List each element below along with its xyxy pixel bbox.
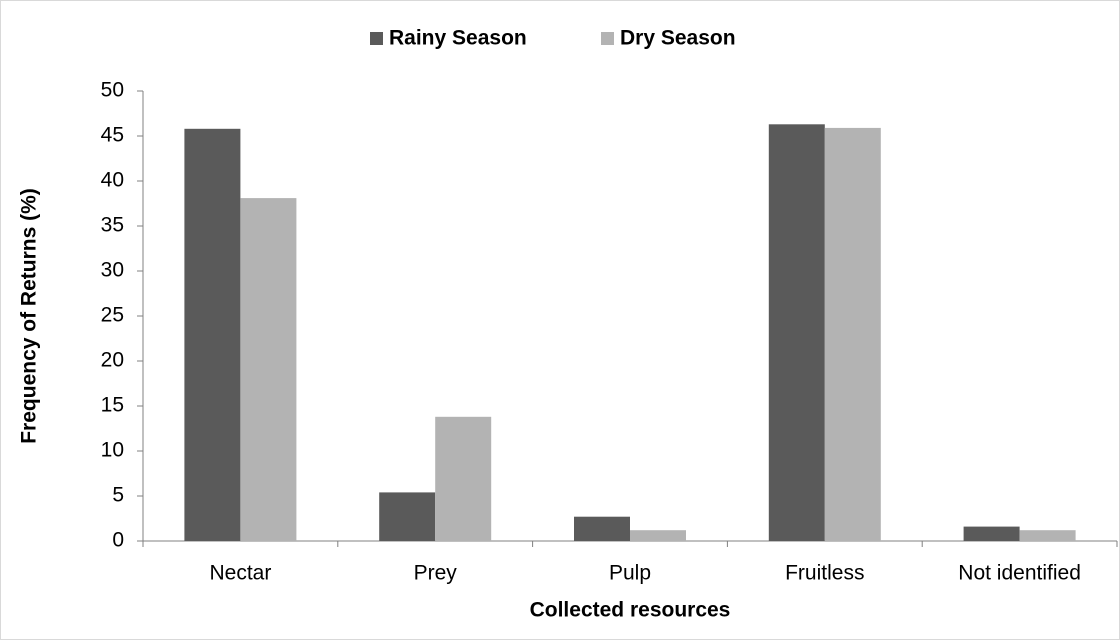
- legend-swatch: [370, 32, 383, 45]
- bar: [630, 530, 686, 541]
- bar: [768, 124, 825, 542]
- y-axis-label: Frequency of Returns (%): [18, 188, 41, 444]
- x-tick-label: Prey: [414, 562, 458, 585]
- y-tick-label: 5: [112, 484, 124, 507]
- bar: [184, 128, 241, 542]
- legend-label: Rainy Season: [389, 27, 527, 50]
- bar: [963, 526, 1020, 541]
- x-axis-label: Collected resources: [530, 599, 731, 622]
- legend-swatch: [601, 32, 614, 45]
- y-tick-label: 10: [101, 439, 124, 462]
- x-tick-label: Nectar: [209, 562, 271, 585]
- bar: [435, 416, 492, 541]
- y-tick-label: 15: [101, 394, 124, 417]
- x-tick-label: Not identified: [958, 562, 1081, 585]
- y-tick-label: 50: [101, 79, 124, 102]
- y-tick-label: 35: [101, 214, 124, 237]
- y-tick-label: 30: [101, 259, 124, 282]
- bar: [574, 516, 630, 541]
- y-tick-label: 40: [101, 169, 124, 192]
- x-tick-label: Fruitless: [785, 562, 864, 585]
- y-tick-label: 25: [101, 304, 124, 327]
- bar: [240, 198, 297, 541]
- bar: [379, 492, 436, 541]
- y-tick-label: 45: [101, 124, 124, 147]
- bar: [1019, 530, 1076, 541]
- bar: [824, 127, 881, 542]
- y-tick-label: 20: [101, 349, 124, 372]
- x-tick-label: Pulp: [609, 562, 651, 585]
- legend-label: Dry Season: [620, 27, 736, 50]
- y-tick-label: 0: [112, 529, 124, 552]
